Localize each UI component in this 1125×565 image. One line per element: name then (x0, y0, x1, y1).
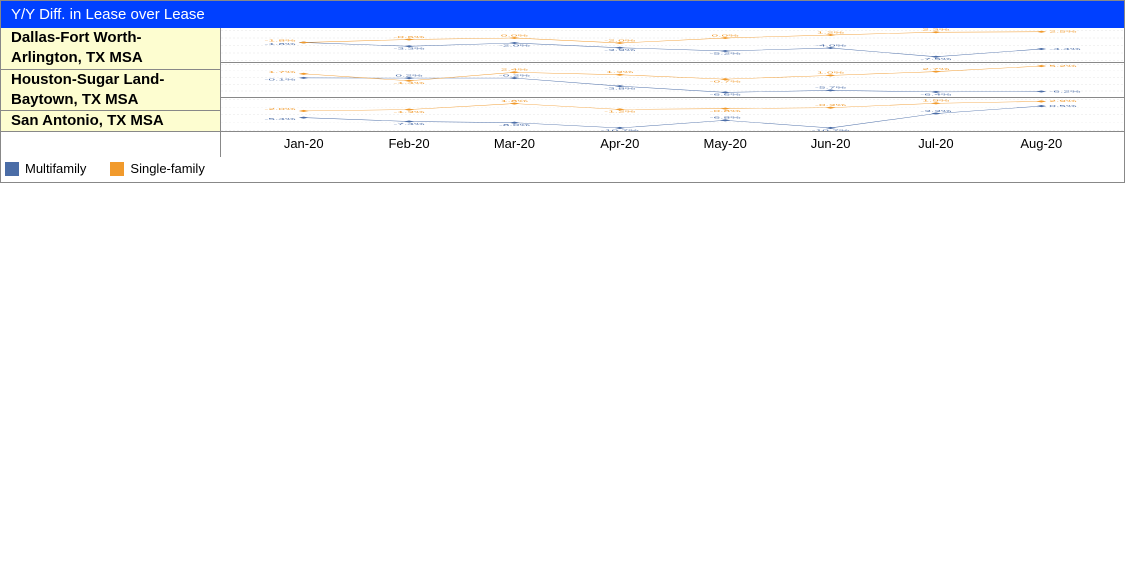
svg-text:-8.0%: -8.0% (499, 123, 531, 126)
svg-text:-7.4%: -7.4% (393, 122, 425, 125)
svg-text:-4.4%: -4.4% (1049, 48, 1081, 51)
x-axis: Jan-20 Feb-20 Mar-20 Apr-20 May-20 Jun-2… (1, 131, 1124, 157)
row-label: San Antonio, TX MSA (1, 110, 220, 131)
svg-text:-0.1%: -0.1% (264, 78, 296, 81)
legend-swatch (5, 162, 19, 176)
svg-text:-1.8%: -1.8% (264, 39, 296, 42)
svg-text:-3.3%: -3.3% (393, 47, 425, 50)
svg-text:2.7%: 2.7% (922, 67, 950, 70)
row-label: Houston-Sugar Land-Baytown, TX MSA (1, 69, 220, 111)
chart-column: -1.8% -3.3% -2.0% -3.9% -5.2% -4.0% -7.5% -4.4%… (221, 28, 1124, 131)
chart-title: Y/Y Diff. in Lease over Lease (1, 1, 1124, 28)
svg-text:0.0%: 0.0% (501, 34, 529, 37)
svg-text:1.2%: 1.2% (817, 31, 845, 34)
svg-text:-0.7%: -0.7% (710, 80, 742, 83)
svg-text:-3.9%: -3.9% (604, 49, 636, 52)
x-tick: Feb-20 (356, 132, 461, 157)
x-tick: May-20 (673, 132, 778, 157)
x-tick: Jun-20 (778, 132, 883, 157)
x-tick: Apr-20 (567, 132, 672, 157)
legend-item-single-family: Single-family (110, 161, 204, 176)
svg-text:0.2%: 0.2% (395, 74, 423, 77)
x-axis-spacer (1, 132, 221, 157)
svg-text:-6.4%: -6.4% (920, 93, 952, 96)
svg-text:-1.3%: -1.3% (393, 110, 425, 113)
svg-text:-0.6%: -0.6% (393, 36, 425, 39)
svg-text:1.0%: 1.0% (817, 71, 845, 74)
svg-text:-1.4%: -1.4% (393, 82, 425, 85)
svg-text:2.9%: 2.9% (1049, 99, 1077, 102)
x-tick: Jul-20 (883, 132, 988, 157)
svg-text:1.9%: 1.9% (922, 99, 950, 102)
x-axis-ticks: Jan-20 Feb-20 Mar-20 Apr-20 May-20 Jun-2… (221, 132, 1124, 157)
svg-text:-3.8%: -3.8% (604, 87, 636, 90)
chart-panel: -0.1%0.2%-0.2%-3.8%-6.6%-5.7%-6.4%-6.2%1… (221, 62, 1124, 97)
x-tick: Mar-20 (462, 132, 567, 157)
x-tick: Aug-20 (989, 132, 1094, 157)
legend-label: Single-family (130, 161, 204, 176)
svg-text:-6.8%: -6.8% (710, 116, 742, 119)
svg-text:-1.8%: -1.8% (264, 43, 296, 46)
chart-container: Y/Y Diff. in Lease over Lease Dallas-For… (0, 0, 1125, 183)
svg-text:2.3%: 2.3% (922, 28, 950, 31)
svg-text:-7.5%: -7.5% (920, 58, 952, 61)
legend-swatch (110, 162, 124, 176)
legend-label: Multifamily (25, 161, 86, 176)
svg-text:-2.0%: -2.0% (604, 39, 636, 42)
svg-text:-6.2%: -6.2% (1049, 90, 1081, 93)
svg-text:-3.3%: -3.3% (920, 109, 952, 112)
svg-text:-10.7%: -10.7% (601, 128, 639, 131)
svg-text:-0.3%: -0.3% (815, 103, 847, 106)
svg-text:-2.0%: -2.0% (264, 107, 296, 110)
svg-text:-0.2%: -0.2% (499, 74, 531, 77)
svg-text:2.4%: 2.4% (501, 68, 529, 71)
legend-item-multifamily: Multifamily (5, 161, 86, 176)
svg-text:0.0%: 0.0% (712, 34, 740, 37)
svg-text:-5.4%: -5.4% (264, 117, 296, 120)
svg-text:5.2%: 5.2% (1049, 64, 1077, 67)
svg-text:-0.8%: -0.8% (710, 109, 742, 112)
row-label-column: Dallas-Fort Worth-Arlington, TX MSA Hous… (1, 28, 221, 131)
svg-text:-10.7%: -10.7% (812, 128, 850, 131)
chart-body: Dallas-Fort Worth-Arlington, TX MSA Hous… (1, 28, 1124, 131)
svg-text:-4.0%: -4.0% (815, 44, 847, 47)
svg-text:1.8%: 1.8% (501, 99, 529, 102)
svg-text:1.7%: 1.7% (268, 70, 296, 73)
legend: Multifamily Single-family (1, 157, 1124, 182)
svg-text:-5.7%: -5.7% (815, 86, 847, 89)
chart-panel: -1.8% -3.3% -2.0% -3.9% -5.2% -4.0% -7.5% -4.4%… (221, 28, 1124, 62)
svg-text:-5.2%: -5.2% (710, 52, 742, 55)
svg-text:2.5%: 2.5% (1049, 30, 1077, 33)
svg-text:0.5%: 0.5% (1049, 104, 1077, 107)
row-label: Dallas-Fort Worth-Arlington, TX MSA (1, 28, 220, 69)
chart-panel: -5.4% -7.4% -8.0% -10.7% -6.8% -10.7% -3.3% 0.5… (221, 97, 1124, 132)
svg-text:-1.2%: -1.2% (604, 110, 636, 113)
svg-text:-2.0%: -2.0% (499, 44, 531, 47)
x-tick: Jan-20 (251, 132, 356, 157)
svg-text:1.3%: 1.3% (606, 71, 634, 74)
